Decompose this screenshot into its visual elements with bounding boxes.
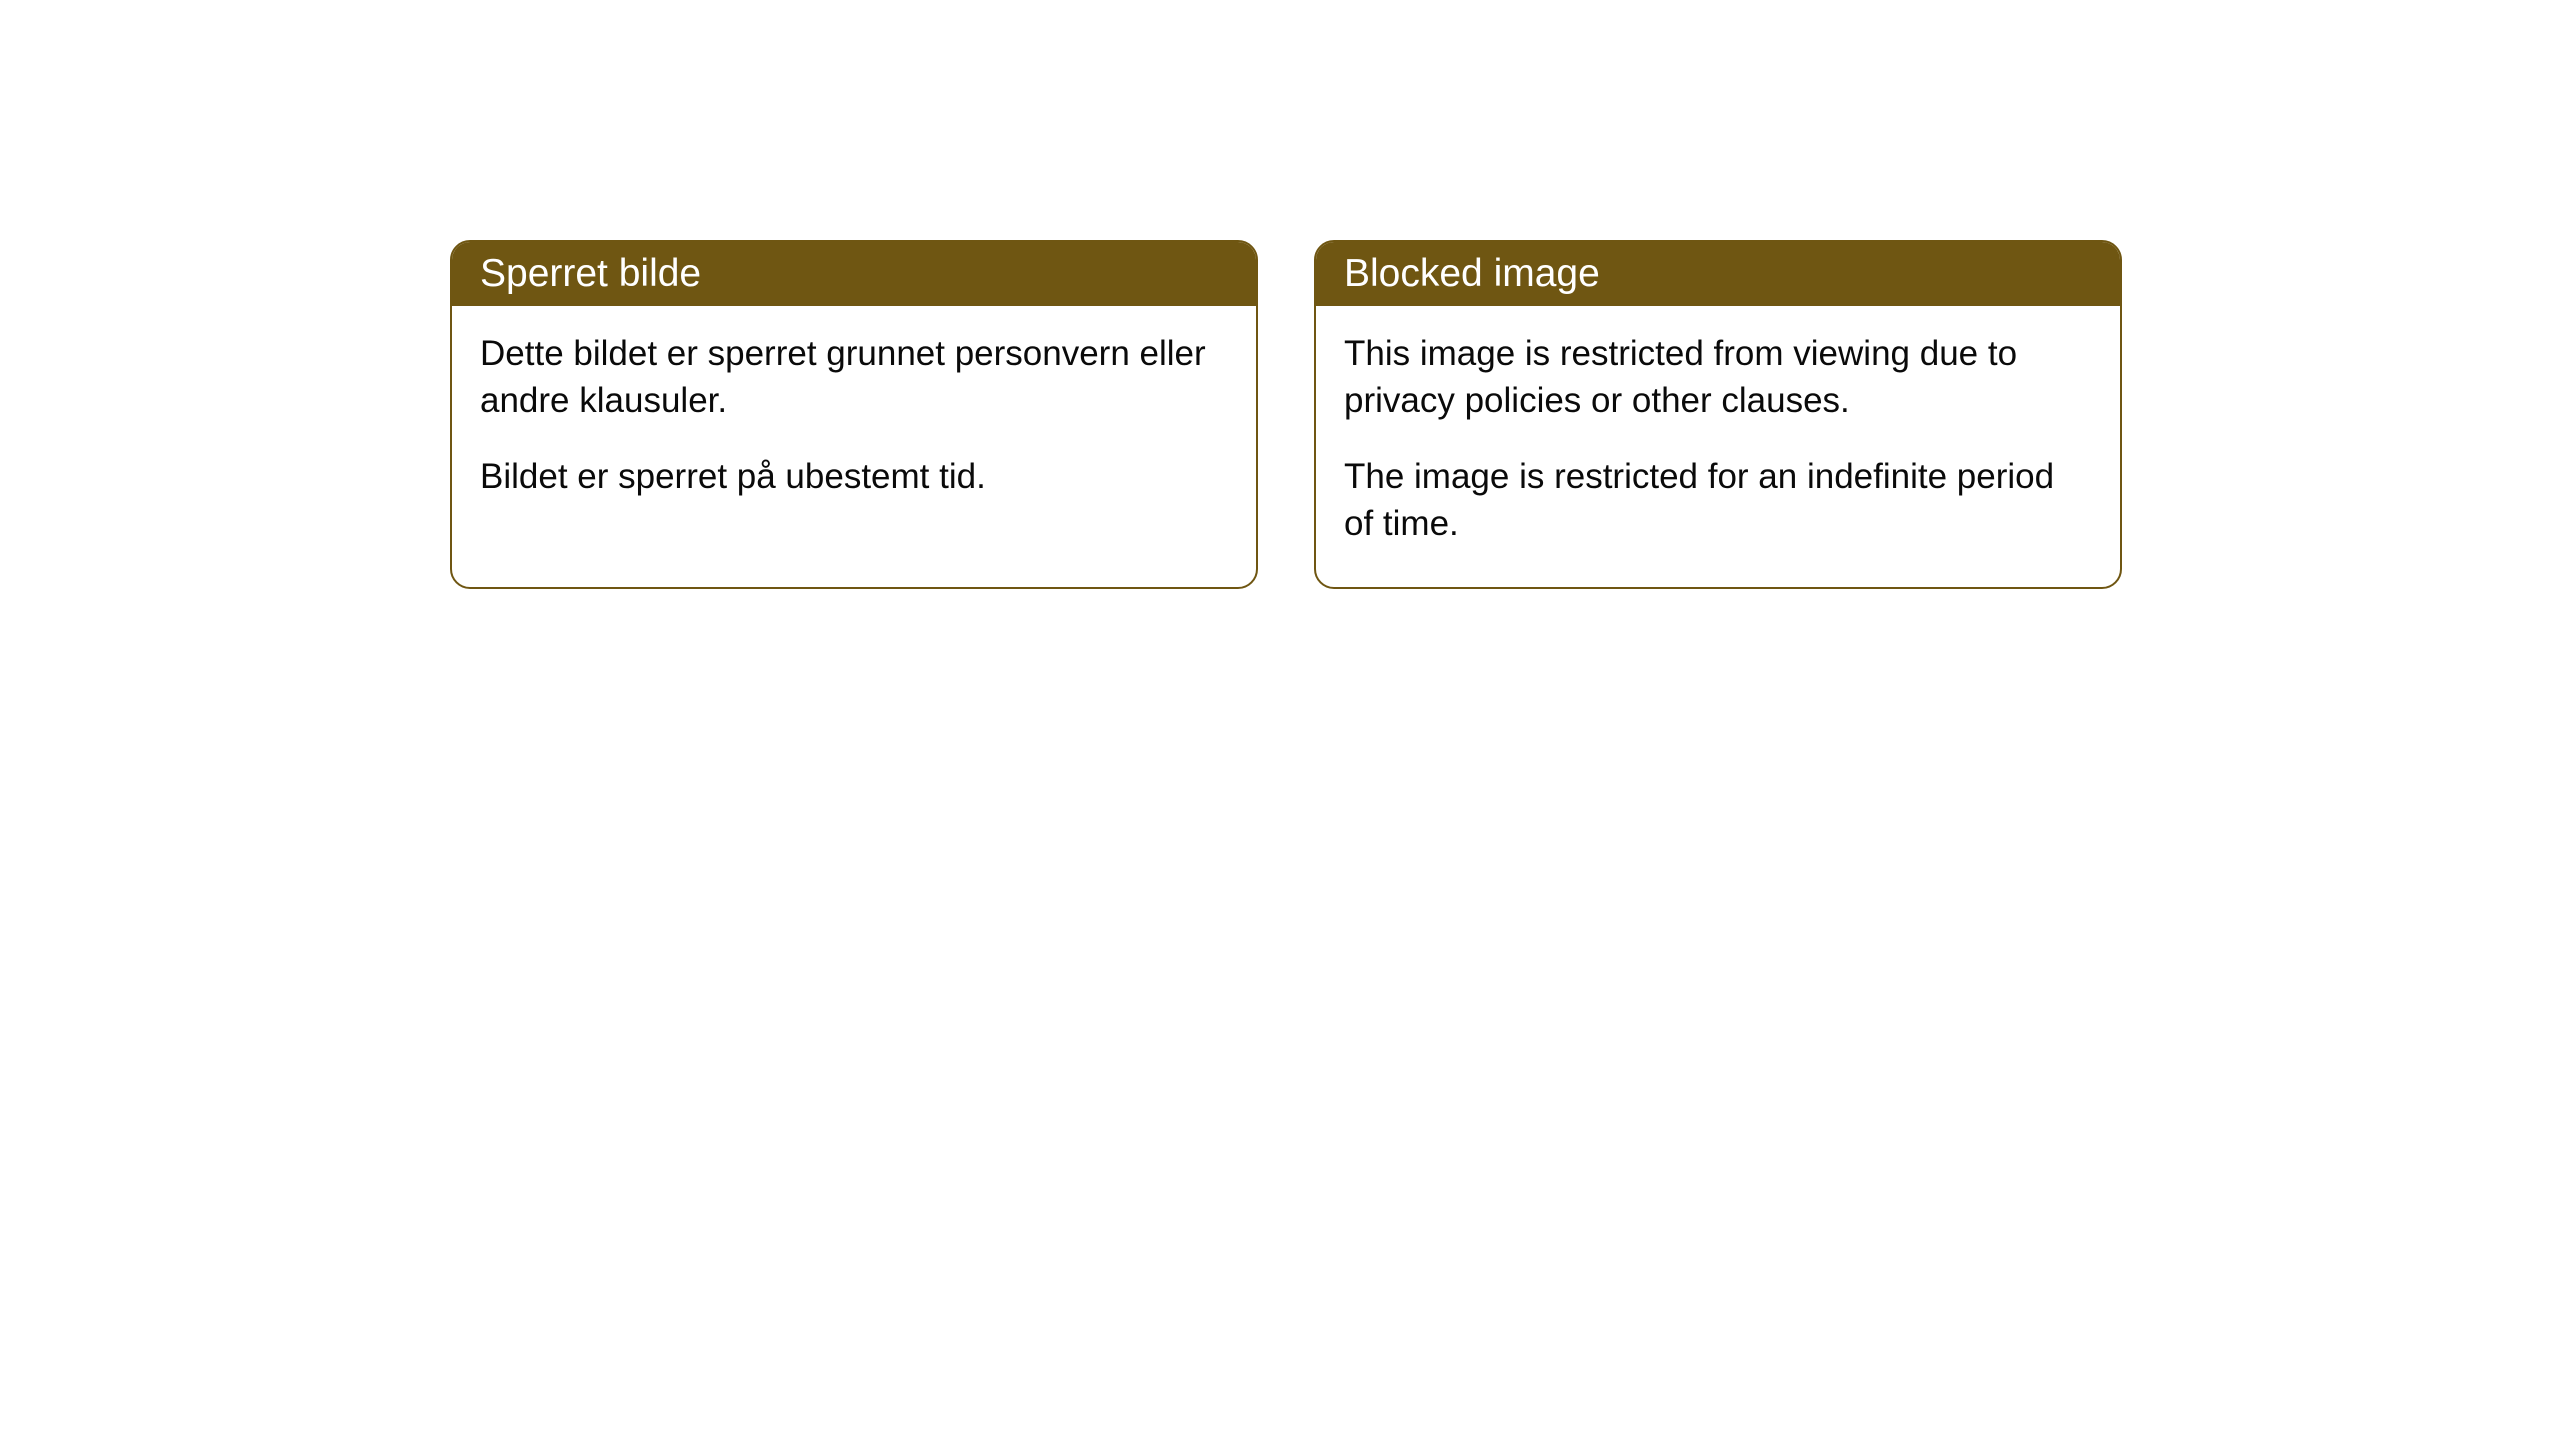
card-body: Dette bildet er sperret grunnet personve… bbox=[452, 306, 1256, 540]
card-paragraph: Dette bildet er sperret grunnet personve… bbox=[480, 330, 1228, 425]
notice-cards-container: Sperret bilde Dette bildet er sperret gr… bbox=[450, 240, 2122, 589]
card-paragraph: This image is restricted from viewing du… bbox=[1344, 330, 2092, 425]
card-header-title: Blocked image bbox=[1316, 242, 2120, 306]
notice-card-english: Blocked image This image is restricted f… bbox=[1314, 240, 2122, 589]
card-paragraph: The image is restricted for an indefinit… bbox=[1344, 453, 2092, 548]
card-body: This image is restricted from viewing du… bbox=[1316, 306, 2120, 587]
card-header-title: Sperret bilde bbox=[452, 242, 1256, 306]
notice-card-norwegian: Sperret bilde Dette bildet er sperret gr… bbox=[450, 240, 1258, 589]
card-paragraph: Bildet er sperret på ubestemt tid. bbox=[480, 453, 1228, 500]
